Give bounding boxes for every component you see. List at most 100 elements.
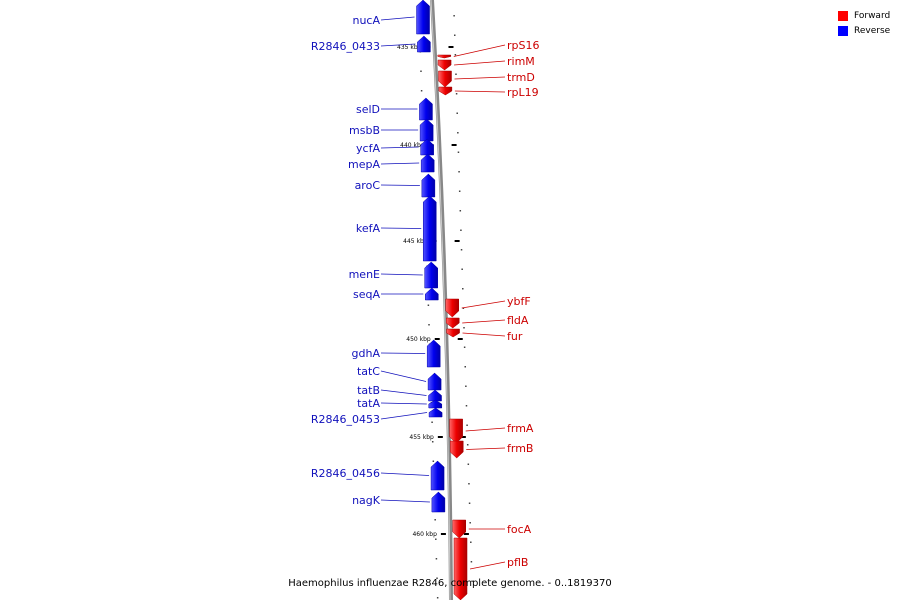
reverse-gene-leader [380, 162, 420, 165]
forward-gene-arrow[interactable] [453, 537, 468, 600]
legend: Forward Reverse [838, 8, 890, 38]
minor-tick [465, 385, 467, 387]
reverse-gene-arrow[interactable] [420, 138, 434, 156]
reverse-gene-arrow[interactable] [431, 491, 446, 513]
reverse-gene-arrow[interactable] [419, 118, 434, 142]
reverse-gene-label: R2846_0433 [311, 40, 380, 53]
reverse-gene-leader [380, 389, 427, 396]
tick-label: 455 kbp [409, 434, 434, 441]
reverse-gene-label: aroC [355, 179, 381, 192]
reverse-gene-leader [380, 146, 419, 149]
reverse-gene-label: selD [356, 103, 380, 116]
reverse-gene-arrow[interactable] [416, 0, 430, 35]
forward-gene-arrow[interactable] [438, 86, 453, 96]
reverse-gene-leader [380, 43, 416, 47]
forward-gene-label: trmD [507, 71, 535, 84]
minor-tick [462, 288, 464, 290]
minor-tick [467, 463, 470, 465]
forward-gene-leader [466, 447, 506, 450]
minor-tick [436, 597, 439, 599]
forward-gene-arrow[interactable] [437, 59, 452, 71]
reverse-gene-arrow[interactable] [422, 195, 437, 262]
genome-backbone [430, 0, 453, 600]
legend-forward-swatch [838, 10, 848, 21]
reverse-gene-label: nagK [352, 494, 381, 507]
forward-gene-arrow[interactable] [449, 440, 464, 459]
reverse-gene-label: msbB [349, 124, 380, 137]
forward-gene-label: rimM [507, 55, 535, 68]
minor-tick [460, 229, 462, 231]
reverse-gene-arrow[interactable] [426, 339, 441, 368]
reverse-gene-label: ycfA [356, 142, 380, 155]
minor-tick [461, 268, 463, 270]
reverse-gene-label: gdhA [352, 347, 381, 360]
reverse-gene-leader [380, 184, 420, 186]
forward-gene-arrow[interactable] [445, 298, 460, 318]
forward-gene-leader [469, 561, 506, 570]
reverse-gene-leader [380, 370, 427, 382]
forward-gene-leader [454, 60, 506, 66]
tick-label: 435 kbp [397, 44, 422, 51]
minor-tick [420, 90, 423, 92]
reverse-gene-arrow[interactable] [420, 153, 435, 173]
minor-tick [432, 460, 435, 462]
forward-gene-leader [454, 76, 506, 80]
minor-tick [434, 519, 436, 521]
minor-tick [463, 346, 466, 348]
forward-gene-label: rpL19 [507, 86, 539, 99]
forward-gene-arrow[interactable] [438, 70, 452, 88]
minor-tick [435, 538, 437, 540]
reverse-gene-arrow[interactable] [428, 389, 442, 402]
tick-label: 460 kbp [412, 531, 437, 538]
reverse-gene-leader [380, 352, 426, 354]
minor-tick [457, 132, 459, 134]
reverse-gene-arrow[interactable] [419, 97, 433, 121]
reverse-gene-arrow[interactable] [417, 35, 431, 53]
reverse-gene-arrow[interactable] [424, 261, 438, 289]
minor-tick [453, 34, 456, 36]
minor-tick [428, 324, 430, 326]
forward-gene-arrow[interactable] [445, 317, 460, 329]
reverse-gene-label: R2846_0453 [311, 413, 380, 426]
reverse-gene-leader [380, 273, 423, 276]
reverse-gene-label: R2846_0456 [311, 467, 380, 480]
major-tick-mark [454, 240, 460, 242]
reverse-gene-arrow[interactable] [427, 372, 442, 391]
major-tick-mark [440, 533, 446, 535]
minor-tick [427, 304, 430, 306]
minor-tick [457, 151, 460, 153]
reverse-gene-arrow[interactable] [421, 173, 436, 198]
minor-tick [453, 15, 455, 17]
forward-gene-arrow[interactable] [446, 328, 460, 338]
major-tick-mark [457, 338, 463, 340]
minor-tick [468, 483, 470, 485]
minor-tick [455, 93, 458, 95]
legend-forward-label: Forward [854, 10, 891, 21]
gene-labels: nucA R2846_0433 selD msbB ycfA mepA aroC kefA me… [311, 14, 539, 570]
minor-tick [465, 405, 468, 407]
tick-label: 450 kbp [406, 336, 431, 343]
minor-tick [470, 561, 473, 563]
forward-gene-label: frmB [507, 442, 533, 455]
major-tick-mark [451, 144, 457, 146]
reverse-gene-arrow[interactable] [430, 460, 445, 491]
forward-gene-label: ybfF [507, 295, 531, 308]
reverse-gene-arrow[interactable] [425, 287, 439, 301]
minor-tick [454, 54, 457, 56]
forward-gene-label: focA [507, 523, 532, 536]
tick-label: 440 kbp [400, 142, 425, 149]
forward-gene-arrow[interactable] [452, 519, 467, 539]
reverse-gene-label: tatC [357, 365, 380, 378]
reverse-gene-arrow[interactable] [428, 399, 443, 409]
forward-gene-arrow[interactable] [449, 418, 463, 444]
minor-tick [464, 366, 466, 368]
legend-reverse-label: Reverse [854, 25, 891, 36]
minor-tick [420, 70, 422, 72]
forward-gene-arrow[interactable] [437, 54, 452, 59]
minor-tick [435, 558, 438, 560]
reverse-gene-label: kefA [356, 222, 381, 235]
forward-gene-label: fur [507, 330, 523, 343]
reverse-gene-label: mepA [348, 158, 380, 171]
reverse-gene-arrow[interactable] [428, 407, 443, 418]
reverse-gene-leader [380, 16, 415, 21]
